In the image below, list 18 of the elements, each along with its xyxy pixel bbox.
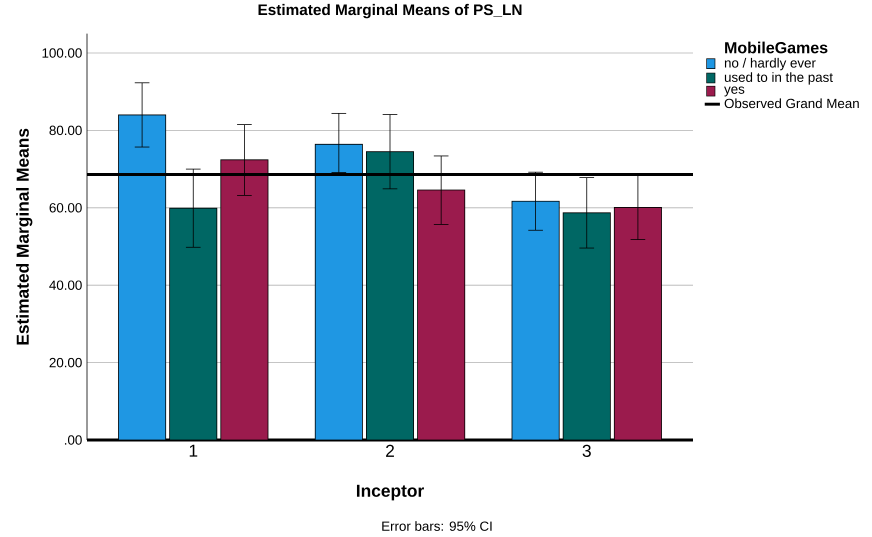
y-tick-label: 100.00 (42, 48, 82, 58)
legend-title: MobileGames (725, 42, 828, 54)
legend-label: used to in the past (724, 72, 833, 85)
text: Error bars: 95% CI (382, 521, 492, 531)
y-tick-label: 80.00 (50, 126, 82, 136)
y-tick-label: .00 (64, 435, 82, 445)
chart-title: Estimated Marginal Means of PS_LN (258, 4, 522, 18)
legend-label: Observed Grand Mean (724, 98, 859, 108)
legend-label: no / hardly ever (724, 58, 816, 70)
y-tick-label: 60.00 (50, 203, 82, 213)
y-tick-label: 20.00 (50, 358, 82, 368)
x-tick-label: 2 (386, 444, 394, 457)
x-tick-label: 3 (582, 444, 591, 457)
y-axis-title: Estimated Marginal Means (16, 128, 32, 345)
y-tick-label: 40.00 (49, 280, 82, 290)
x-tick-label: 1 (190, 444, 198, 457)
x-axis-title: Inceptor (356, 484, 424, 500)
legend-label: yes (724, 86, 744, 96)
